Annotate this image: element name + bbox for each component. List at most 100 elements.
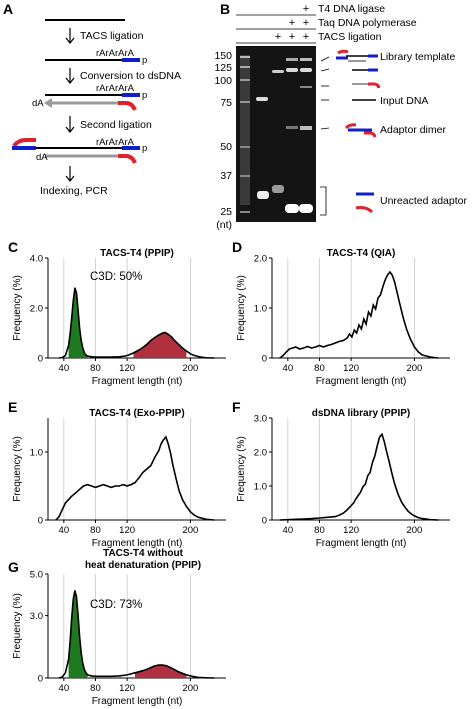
data-point	[134, 672, 136, 674]
data-point	[106, 485, 108, 487]
data-point	[421, 518, 423, 520]
data-point	[122, 484, 124, 486]
data-point	[61, 676, 63, 678]
x-tick-label: 200	[182, 525, 198, 536]
data-point	[437, 519, 439, 521]
data-point	[146, 468, 148, 470]
ladder-label: 50	[220, 141, 232, 153]
c3d-annotation: C3D: 50%	[90, 271, 142, 283]
data-point	[90, 485, 93, 487]
strand-label: rArArArA	[96, 48, 135, 59]
data-point	[177, 343, 180, 345]
panel-f-label: F	[232, 399, 241, 415]
x-tick-label: 40	[283, 525, 294, 536]
y-tick-label: 1.0	[254, 304, 267, 315]
data-point	[197, 516, 199, 518]
data-point	[395, 488, 397, 490]
chart-title: heat denaturation (PPIP)	[85, 560, 201, 571]
y-tick-label: 0	[38, 354, 43, 365]
condition-label: TACS ligation	[318, 31, 382, 43]
data-point	[399, 304, 401, 307]
step-label: Indexing, PCR	[40, 185, 108, 197]
y-axis-label: Frequency (%)	[236, 275, 247, 341]
data-point	[404, 506, 406, 508]
y-tick-label: 0	[38, 674, 43, 685]
data-point	[379, 294, 381, 296]
data-point	[181, 499, 184, 501]
data-point	[83, 669, 85, 671]
ladder-band	[240, 101, 250, 103]
data-point	[393, 480, 395, 482]
band-label: Library template	[380, 51, 455, 63]
x-tick-label: 120	[119, 683, 135, 694]
data-point	[374, 455, 376, 457]
data-point	[197, 355, 199, 358]
data-point	[85, 354, 87, 356]
data-point	[346, 509, 348, 511]
data-point	[67, 499, 70, 501]
data-point	[365, 323, 367, 325]
data-point	[326, 344, 328, 347]
data-point	[371, 461, 374, 463]
data-point	[85, 672, 87, 674]
data-point	[58, 677, 60, 679]
data-point	[75, 596, 78, 598]
data-point	[375, 308, 377, 310]
x-tick-label: 200	[406, 363, 422, 374]
data-point	[138, 349, 140, 351]
arrowhead-icon	[44, 98, 52, 108]
template-band	[286, 58, 298, 61]
data-point	[318, 344, 321, 347]
strand-label: p	[142, 143, 147, 154]
data-point	[154, 456, 156, 459]
x-tick-label: 40	[59, 525, 70, 536]
y-tick-label: 0	[38, 516, 43, 527]
data-point	[110, 356, 112, 358]
data-point	[295, 518, 297, 520]
data-point	[307, 345, 309, 348]
data-point	[391, 274, 393, 276]
y-axis-label: Frequency (%)	[12, 436, 23, 502]
data-point	[413, 346, 415, 348]
data-point	[334, 516, 336, 518]
y-tick-label: 2.0	[254, 254, 267, 265]
data-point	[370, 315, 372, 317]
data-point	[350, 505, 352, 507]
data-point	[158, 664, 160, 666]
data-point	[61, 509, 63, 511]
data-point	[353, 329, 355, 331]
ladder-band	[240, 211, 250, 213]
data-point	[74, 287, 76, 289]
y-tick-label: 4.0	[30, 254, 43, 265]
data-point	[377, 297, 379, 299]
schematic-red	[355, 206, 374, 214]
data-point	[348, 333, 351, 335]
data-point	[376, 445, 378, 447]
data-point	[405, 328, 408, 330]
data-point	[205, 518, 207, 520]
step-label: TACS ligation	[80, 30, 144, 42]
data-point	[128, 354, 130, 356]
input-dna-band	[256, 97, 268, 101]
x-tick-label: 80	[90, 525, 101, 536]
data-point	[79, 635, 81, 638]
step-label: Conversion to dsDNA	[80, 70, 181, 82]
data-point	[357, 494, 359, 497]
data-point	[310, 347, 313, 349]
chart-title: TACS-T4 (PPIP)	[100, 248, 174, 259]
data-point	[352, 502, 355, 504]
data-point	[410, 513, 412, 515]
data-point	[314, 346, 317, 348]
panel-e-label: E	[8, 399, 17, 415]
band-label: Unreacted adaptor	[380, 195, 467, 207]
data-point	[164, 331, 166, 334]
data-point	[160, 443, 162, 445]
data-point	[167, 443, 169, 445]
y-tick-label: 1.0	[254, 482, 267, 493]
panel-b-label: B	[220, 1, 230, 17]
data-point	[172, 465, 174, 467]
data-point	[110, 486, 112, 488]
x-tick-label: 200	[406, 525, 422, 536]
data-point	[90, 675, 93, 677]
